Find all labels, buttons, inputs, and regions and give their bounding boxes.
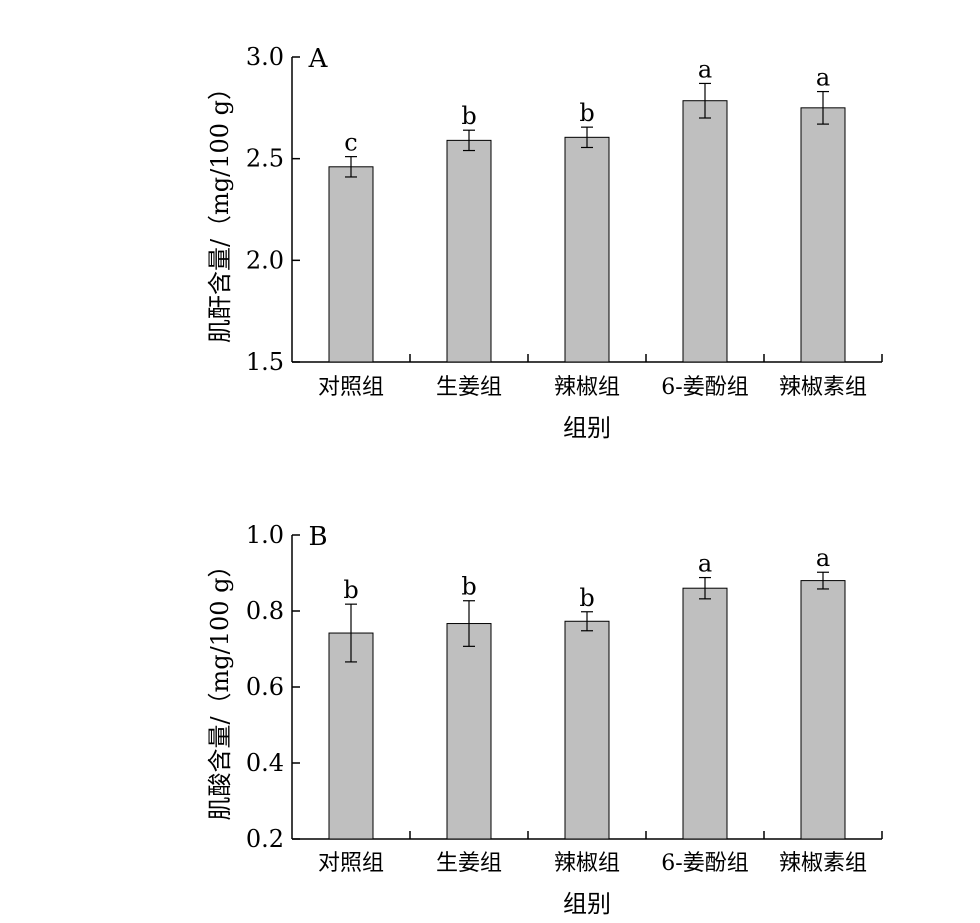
significance-label: b bbox=[579, 584, 594, 612]
category-label: 辣椒组 bbox=[554, 375, 620, 400]
category-label: 6-姜酚组 bbox=[661, 851, 748, 876]
y-tick-label: 1.5 bbox=[246, 348, 284, 376]
panel-letter: B bbox=[308, 522, 327, 552]
category-label: 6-姜酚组 bbox=[661, 375, 748, 400]
y-tick-label: 0.4 bbox=[246, 749, 284, 777]
category-label: 辣椒素组 bbox=[779, 851, 867, 876]
y-tick-label: 2.5 bbox=[246, 145, 284, 173]
bar bbox=[800, 580, 846, 840]
chart-panel-a: 1.5 2.0 2.5 3.0 c 对照组 b 生姜组 b 辣椒组 a 6-姜酚组 a 辣椒素组 A 组别 肌酐… bbox=[206, 43, 883, 442]
category-label: 生姜组 bbox=[436, 375, 502, 400]
category-label: 对照组 bbox=[318, 851, 384, 876]
y-tick-label: 1.0 bbox=[246, 521, 284, 549]
chart-panel-b: 0.2 0.4 0.6 0.8 1.0 b 对照组 b 生姜组 b 辣椒组 a 6-姜酚组 a 辣椒素组 B 组… bbox=[206, 521, 883, 918]
y-tick-label: 3.0 bbox=[246, 43, 284, 71]
significance-label: b bbox=[579, 99, 594, 127]
significance-label: a bbox=[816, 64, 830, 92]
bar bbox=[446, 139, 492, 363]
significance-label: b bbox=[461, 102, 476, 130]
y-tick-label: 0.8 bbox=[246, 597, 284, 625]
bar bbox=[446, 623, 492, 840]
bar bbox=[682, 100, 728, 363]
significance-label: a bbox=[698, 55, 712, 83]
significance-label: a bbox=[816, 544, 830, 572]
category-label: 辣椒组 bbox=[554, 851, 620, 876]
y-tick-label: 0.6 bbox=[246, 673, 284, 701]
bar bbox=[800, 107, 846, 363]
bar bbox=[328, 632, 374, 840]
bar bbox=[682, 587, 728, 840]
panel-letter: A bbox=[308, 44, 329, 74]
y-tick-label: 2.0 bbox=[246, 246, 284, 274]
bar bbox=[564, 136, 610, 363]
x-axis-title: 组别 bbox=[563, 890, 611, 918]
category-label: 生姜组 bbox=[436, 851, 502, 876]
significance-label: b bbox=[343, 576, 358, 604]
bar bbox=[328, 166, 374, 363]
significance-label: c bbox=[344, 129, 357, 157]
significance-label: b bbox=[461, 573, 476, 601]
significance-label: a bbox=[698, 550, 712, 578]
x-axis-title: 组别 bbox=[563, 414, 611, 442]
bar bbox=[564, 620, 610, 840]
category-label: 辣椒素组 bbox=[779, 375, 867, 400]
y-tick-label: 0.2 bbox=[246, 825, 284, 853]
y-axis-title: 肌酐含量/（mg/100 g） bbox=[206, 76, 234, 343]
y-axis-title: 肌酸含量/（mg/100 g） bbox=[206, 553, 234, 820]
category-label: 对照组 bbox=[318, 375, 384, 400]
